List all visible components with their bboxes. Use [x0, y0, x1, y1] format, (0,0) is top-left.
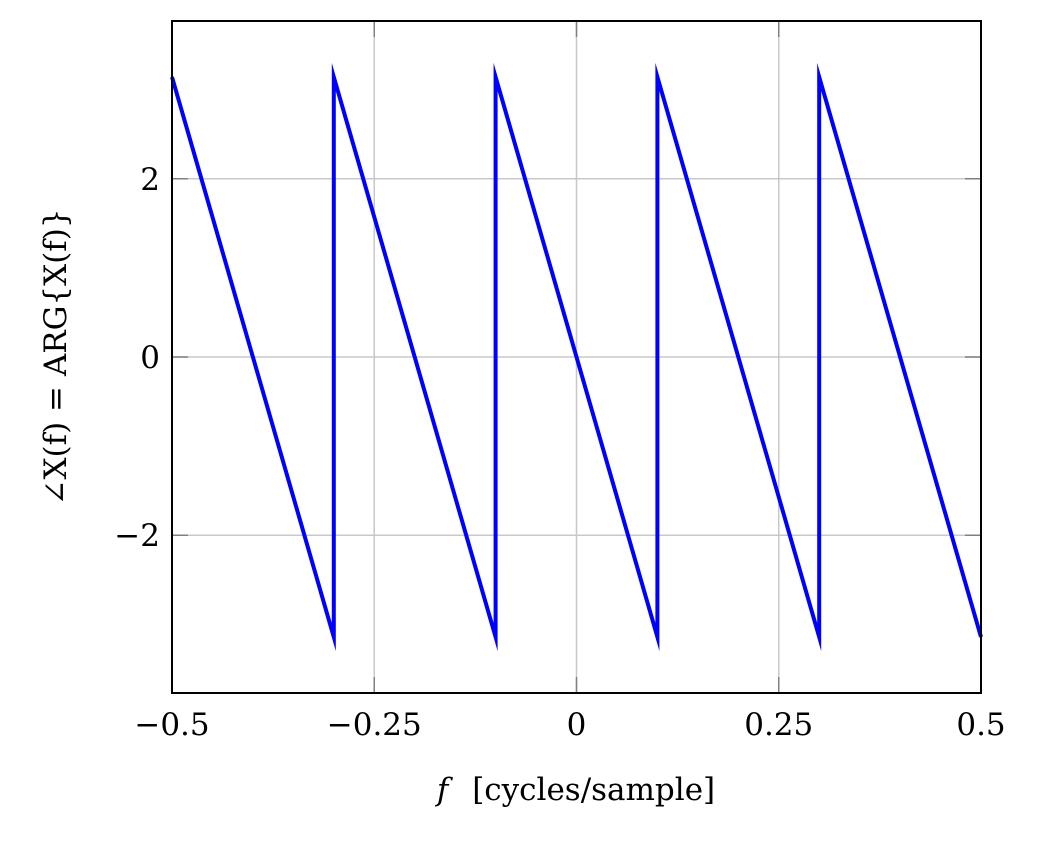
y-tick-label: 2	[140, 162, 160, 198]
x-tick-label: −0.25	[327, 707, 422, 743]
x-tick-label: −0.5	[134, 707, 209, 743]
y-tick-label: −2	[114, 518, 160, 554]
y-tick-label: 0	[140, 340, 160, 376]
data-series	[170, 62, 983, 652]
x-axis-unit: [cycles/sample]	[472, 772, 715, 808]
phase-line	[170, 62, 983, 652]
x-axis-label: f [cycles/sample]	[435, 772, 715, 808]
y-axis-label: ∠X(f) = ARG{X(f)}	[38, 208, 74, 505]
x-tick-labels: −0.5 −0.25 0 0.25 0.5	[134, 707, 1005, 743]
y-tick-labels: −2 0 2	[114, 162, 160, 554]
plot-frame	[171, 20, 982, 694]
x-axis-var: f	[435, 772, 454, 808]
x-tick-label: 0.5	[956, 707, 1005, 743]
x-tick-label: 0	[567, 707, 587, 743]
x-tick-label: 0.25	[744, 707, 813, 743]
